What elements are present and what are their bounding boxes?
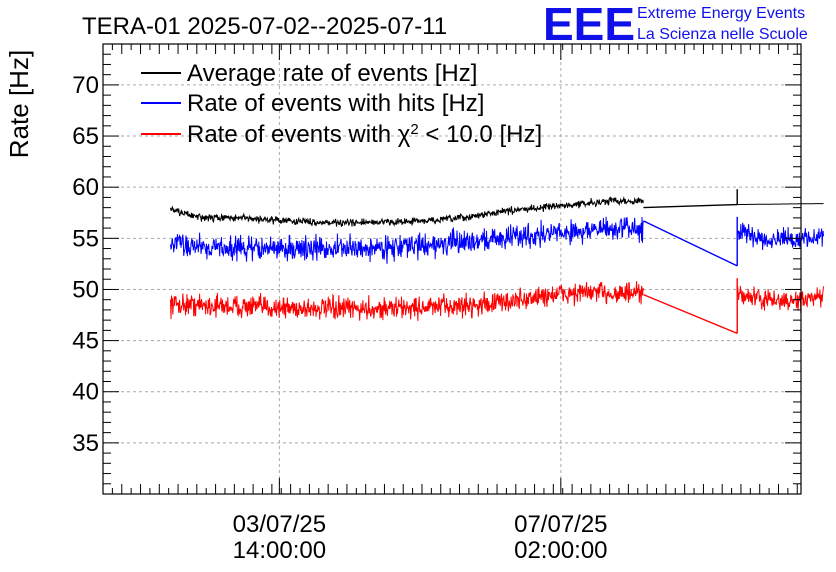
axis-ticks [103,43,801,494]
series-2-segment-0 [170,281,644,321]
x-tick-label-date: 07/07/25 [514,511,607,538]
chart-title: TERA-01 2025-07-02--2025-07-11 [82,13,447,40]
series-1-segment-0 [170,216,644,264]
y-tick-label: 40 [72,379,99,406]
series-1-gap-connector [643,220,738,267]
legend-label-2-superscript: 2 [410,121,418,138]
series-layer [170,189,824,335]
series-0-gap-connector [643,203,738,209]
series-0-segment-0 [170,196,644,228]
series-1 [170,216,824,267]
logo-line1: Extreme Energy Events [637,5,805,22]
series-0-segment-1 [737,203,824,206]
y-tick-label: 45 [72,328,99,355]
y-tick-label: 35 [72,430,99,457]
y-tick-label: 65 [72,123,99,150]
legend-label-2: Rate of events with χ2 < 10.0 [Hz] [187,121,542,149]
y-axis-label: Rate [Hz] [4,50,34,158]
eee-logo: EEE Extreme Energy Events La Scienza nel… [543,0,808,50]
legend-label-1: Rate of events with hits [Hz] [187,90,484,117]
series-0 [170,189,824,228]
legend-label-2-suffix: < 10.0 [Hz] [419,121,542,148]
y-tick-labels: 35 40 45 50 55 60 65 70 [72,72,99,457]
logo-line2: La Scienza nelle Scuole [637,26,808,43]
logo-mark: EEE [543,0,635,50]
y-tick-label: 50 [72,276,99,303]
x-tick-label-time: 02:00:00 [514,537,607,564]
legend-label-2-main: Rate of events with χ [187,121,411,148]
series-1-segment-1 [736,222,824,251]
legend-label-0: Average rate of events [Hz] [187,60,477,87]
x-tick-label-time: 14:00:00 [233,537,326,564]
series-2 [170,278,824,335]
y-tick-label: 70 [72,72,99,99]
x-tick-label-date: 03/07/25 [233,511,326,538]
y-tick-label: 55 [72,225,99,252]
legend: Average rate of events [Hz] Rate of event… [141,60,542,148]
y-tick-label: 60 [72,174,99,201]
series-2-segment-1 [736,285,824,314]
series-2-gap-connector [643,293,738,335]
